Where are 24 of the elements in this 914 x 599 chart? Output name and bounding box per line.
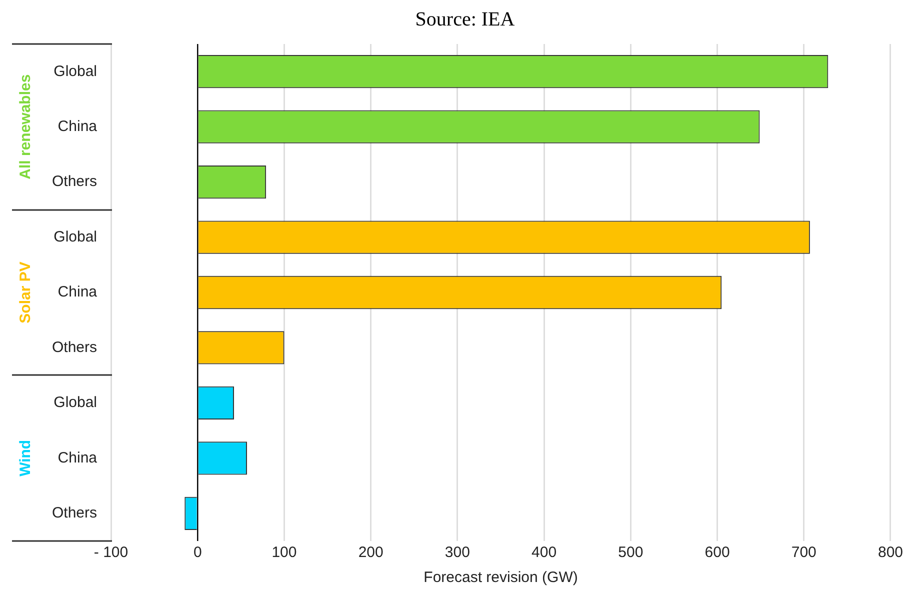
x-tick-label: 300 (444, 544, 470, 562)
chart-title: Source: IEA (415, 8, 516, 30)
x-tick-label: 600 (704, 544, 730, 562)
y-tick-label: Global (54, 228, 98, 246)
x-tick-label: 0 (193, 544, 202, 562)
x-tick-label: 700 (791, 544, 816, 562)
x-axis-title: Forecast revision (GW) (424, 569, 578, 586)
y-tick-label: Others (52, 338, 98, 356)
y-tick-label: Others (52, 504, 98, 522)
y-tick-label: China (58, 284, 98, 301)
x-tick-label: 100 (272, 544, 297, 562)
y-tick-label: China (58, 118, 98, 135)
x-tick-label: 400 (532, 544, 557, 562)
x-tick-label: 200 (358, 544, 384, 562)
x-tick-label: 500 (618, 544, 644, 562)
y-tick-label: Global (54, 394, 98, 412)
y-tick-label: Global (54, 62, 98, 80)
text: Solar PV (17, 262, 34, 324)
text: All renewables (17, 74, 34, 180)
y-tick-label: Others (52, 173, 98, 190)
x-tick-label: 800 (878, 544, 903, 562)
x-tick-label: - 100 (94, 544, 128, 562)
text: Wind (17, 440, 34, 476)
y-tick-label: China (58, 449, 98, 466)
